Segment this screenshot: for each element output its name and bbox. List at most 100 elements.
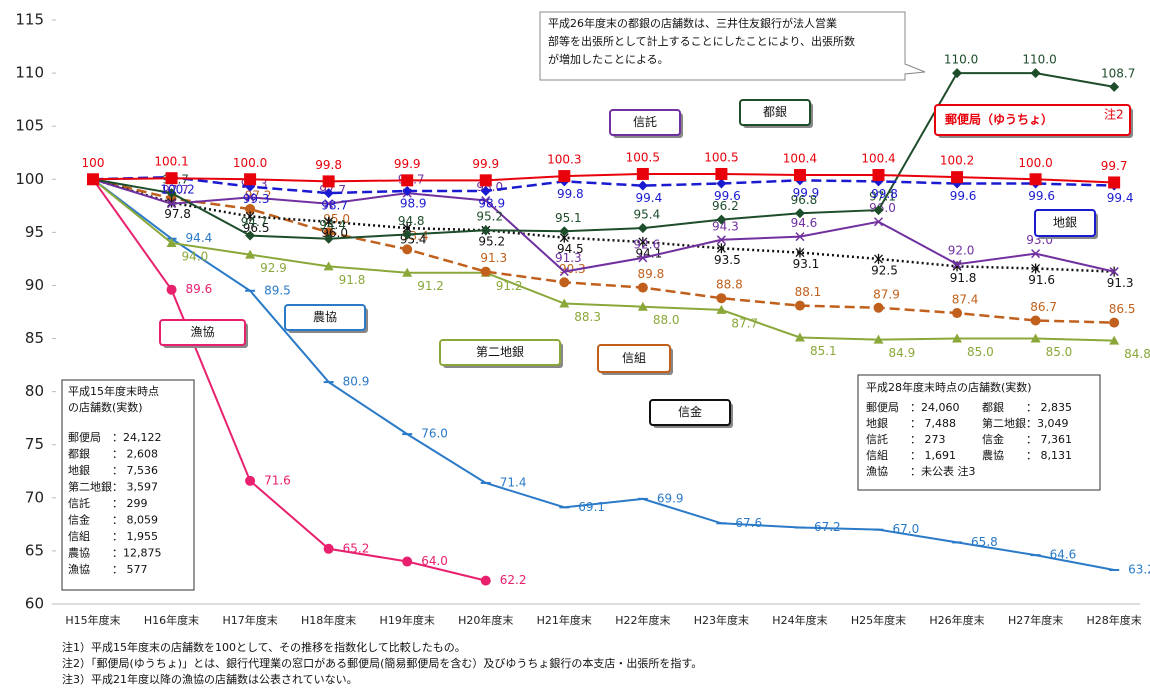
marker	[1030, 68, 1041, 79]
y-tick-label: 90	[25, 276, 44, 294]
x-tick-label: H28年度末	[1087, 613, 1142, 627]
x-tick-label: H24年度末	[772, 613, 827, 627]
marker	[559, 277, 570, 288]
marker	[323, 188, 334, 199]
info-box	[61, 379, 195, 591]
marker	[1029, 173, 1042, 186]
marker	[167, 199, 177, 209]
marker	[480, 575, 491, 586]
info-row: 都銀 ： 2,608	[68, 447, 158, 461]
x-tick-label: H22年度末	[615, 613, 670, 627]
x-tick-label: H25年度末	[851, 613, 906, 627]
data-label: 99.9	[793, 186, 820, 200]
info-row: 第二地銀：3,049	[982, 416, 1069, 430]
marker	[402, 244, 413, 255]
data-label: 71.6	[264, 473, 291, 487]
data-label: 89.6	[186, 282, 213, 296]
data-label: 99.9	[472, 157, 499, 171]
data-label: 94.0	[182, 249, 209, 263]
marker	[1109, 81, 1120, 92]
data-label: 110.0	[944, 53, 978, 67]
y-tick-label: 100	[15, 170, 44, 188]
data-label: 94.8	[398, 214, 425, 228]
data-label: 88.3	[574, 310, 601, 324]
marker	[1108, 176, 1121, 189]
data-label: 100.3	[547, 153, 581, 167]
marker	[323, 261, 334, 271]
info-row: 農協 ：12,875	[68, 546, 162, 560]
data-label: 63.2	[1128, 563, 1150, 577]
marker	[323, 227, 334, 238]
marker	[245, 204, 256, 215]
data-label: 91.8	[950, 271, 977, 285]
marker	[1109, 317, 1120, 328]
marker	[166, 284, 177, 295]
series-label-box	[439, 339, 561, 366]
data-label: 85.0	[967, 345, 994, 359]
data-label: 93.1	[793, 257, 820, 271]
data-label: 94.5	[557, 242, 584, 256]
data-label: 98.9	[478, 196, 505, 210]
legend-entry: 地銀	[1053, 216, 1077, 230]
data-label: 88.8	[716, 278, 743, 292]
series-line	[92, 172, 1115, 184]
data-label: 87.7	[731, 316, 758, 330]
data-label: 92.5	[871, 263, 898, 277]
data-label: 91.3	[1107, 276, 1134, 290]
marker	[716, 304, 727, 314]
data-label: 95.2	[476, 210, 503, 224]
data-label: 86.7	[1030, 300, 1057, 314]
data-label: 95.4	[633, 208, 660, 222]
marker	[636, 167, 649, 180]
series-line	[92, 175, 1115, 195]
x-tick-label: H15年度末	[65, 613, 120, 627]
y-tick-label: 85	[25, 329, 44, 347]
x-tick-label: H20年度末	[458, 613, 513, 627]
data-label: 108.7	[1101, 66, 1135, 80]
marker	[1109, 335, 1120, 345]
marker	[324, 199, 334, 209]
series-label-box	[934, 104, 1131, 136]
info-row: 郵便局 ：24,060	[866, 401, 960, 414]
info-box	[857, 374, 1101, 491]
marker	[401, 174, 414, 187]
data-label: 100.5	[626, 150, 660, 164]
series-line	[92, 178, 1115, 342]
marker	[402, 556, 413, 567]
marker	[794, 332, 805, 342]
marker	[166, 188, 177, 199]
legend-entry: 第二地銀	[476, 345, 524, 359]
marker	[166, 237, 177, 247]
marker	[559, 267, 569, 277]
series: 94.0 92.9 91.8 91.2 91.2 88.3 88.0 87.7 85.1 84.9…	[88, 174, 1150, 361]
marker	[951, 171, 964, 184]
marker	[716, 214, 727, 225]
marker	[638, 253, 648, 263]
info-row: 農協 ： 8,131	[982, 448, 1072, 462]
marker	[245, 230, 256, 241]
info-row: 信託 ： 273	[866, 432, 946, 446]
data-label: 80.9	[343, 375, 370, 389]
info-title: 平成28年度末時点の店舗数(実数)	[866, 380, 1032, 394]
info-row: 郵便局 ：24,122	[68, 431, 162, 444]
marker	[480, 266, 491, 277]
marker	[716, 235, 726, 245]
x-tick-label: H19年度末	[380, 613, 435, 627]
y-tick-label: 60	[25, 595, 44, 613]
data-label: 99.8	[557, 187, 584, 201]
x-tick-label: H23年度末	[694, 613, 749, 627]
info-row: 都銀 ： 2,835	[982, 400, 1072, 414]
x-tick-label: H26年度末	[929, 613, 984, 627]
y-tick-label: 110	[15, 64, 44, 82]
info-row: 信組 ： 1,955	[68, 530, 158, 543]
marker	[872, 169, 885, 182]
marker	[167, 197, 177, 208]
data-label: 94.7	[241, 215, 268, 229]
data-label: 85.1	[810, 344, 837, 358]
info-title: 平成15年度末時点	[68, 384, 159, 398]
data-label: 84.8	[1124, 347, 1150, 361]
footnote: 注3）平成21年度以降の漁協の店舗数は公表されていない。	[62, 672, 358, 686]
info-row: 第二地銀： 3,597	[68, 480, 158, 494]
data-label: 91.8	[339, 273, 366, 287]
x-tick-label: H17年度末	[222, 613, 277, 627]
